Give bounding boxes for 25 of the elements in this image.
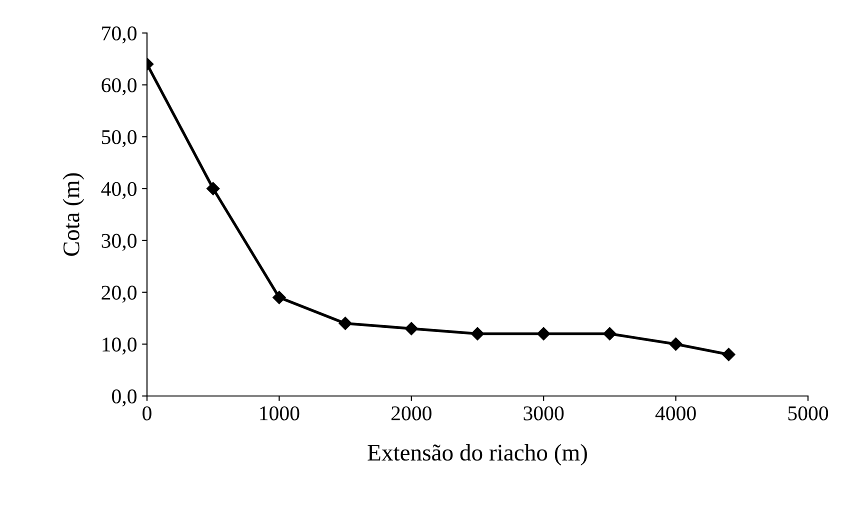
y-axis-title: Cota (m): [62, 173, 84, 256]
point: [537, 327, 550, 340]
y-tick-label: 40,0: [101, 182, 136, 200]
x-tick-label: 2000: [391, 406, 432, 420]
point: [669, 338, 682, 351]
y-tick-label: 20,0: [102, 286, 136, 303]
y-tick-label: 70,0: [102, 26, 136, 44]
point: [470, 327, 484, 340]
y-tick-label: 30,0: [102, 234, 136, 251]
x-tick-label: 4000: [655, 406, 696, 420]
y-tick-label: 10,0: [102, 338, 136, 355]
x-tick-label: 0: [142, 406, 152, 420]
y-tick-label: 50,0: [102, 130, 136, 148]
y-tick-label: 60,0: [102, 78, 136, 96]
x-tick-label: 5000: [788, 406, 828, 420]
point: [338, 316, 352, 330]
x-tick-label: 3000: [524, 406, 564, 420]
x-axis-title: Extensão do riacho (m): [368, 444, 587, 466]
x-tick-label: 1000: [260, 406, 300, 420]
point: [722, 348, 736, 362]
point: [272, 290, 286, 304]
y-tick-label: 0,0: [112, 389, 136, 406]
point: [603, 327, 616, 340]
point: [206, 182, 220, 196]
point: [404, 322, 418, 336]
